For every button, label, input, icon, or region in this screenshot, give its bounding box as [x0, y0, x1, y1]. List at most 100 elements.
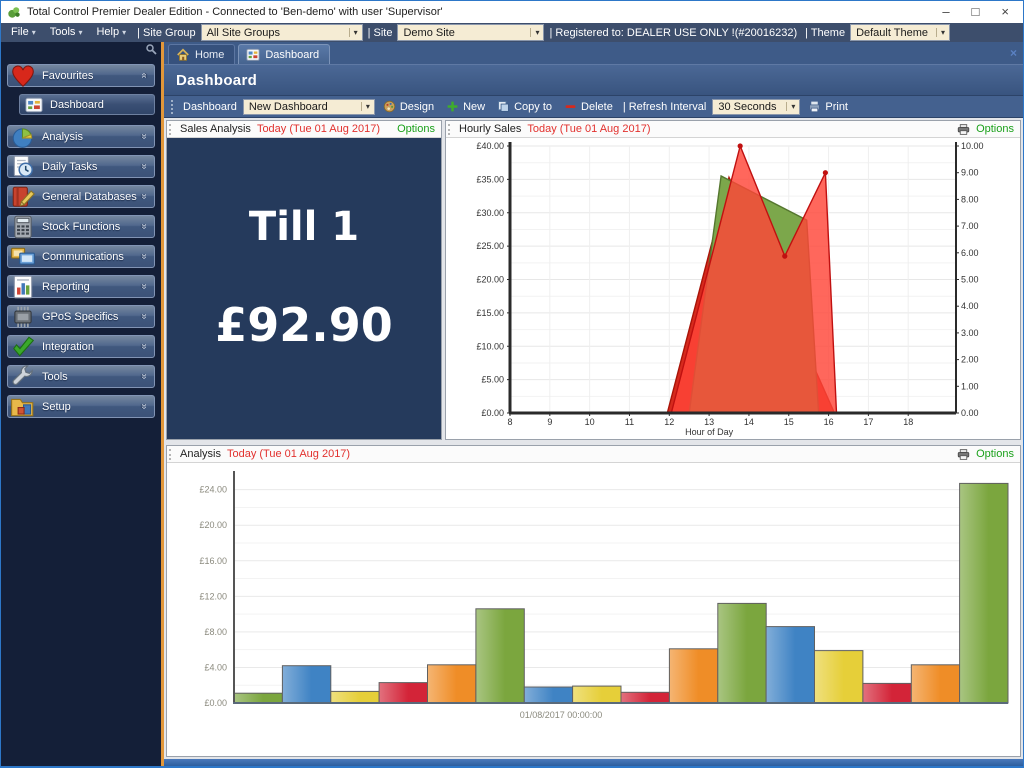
sidebar-item-communications[interactable]: Communications »: [7, 245, 155, 268]
close-tab-icon[interactable]: ×: [1009, 46, 1017, 60]
panel-grip[interactable]: [169, 123, 172, 135]
plus-icon: [447, 101, 458, 112]
site-group-select[interactable]: All Site Groups ▾: [200, 24, 363, 41]
bar-2: [281, 665, 332, 704]
close-button[interactable]: ×: [1001, 4, 1009, 19]
sidebar-header: [1, 42, 161, 60]
book-icon: [10, 184, 36, 210]
svg-text:£8.00: £8.00: [204, 627, 227, 637]
analysis-chart: £0.00 £4.00 £8.00 £12.00 £16.00 £20.00 £24.00 0…: [167, 463, 1020, 756]
chevron-down-icon: ▾: [122, 28, 127, 37]
panel-date: Today (Tue 01 Aug 2017): [226, 448, 351, 460]
svg-text:£25.00: £25.00: [476, 241, 504, 251]
sidebar-item-tools[interactable]: Tools »: [7, 365, 155, 388]
sidebar-item-label: Favourites: [42, 69, 94, 82]
printer-icon[interactable]: [957, 448, 970, 460]
sidebar-item-gpos-specifics[interactable]: GPoS Specifics »: [7, 305, 155, 328]
copy-to-button[interactable]: Copy to: [493, 99, 556, 114]
svg-text:16: 16: [824, 417, 834, 427]
svg-text:8: 8: [507, 417, 512, 427]
report-icon: [10, 274, 36, 300]
svg-text:10: 10: [585, 417, 595, 427]
dashboard-select[interactable]: New Dashboard ▾: [242, 98, 375, 115]
sidebar-splitter[interactable]: [161, 42, 164, 766]
chevron-down-icon: »: [138, 193, 150, 200]
menu-help[interactable]: Help ▾: [96, 26, 127, 38]
sidebar-item-analysis[interactable]: Analysis »: [7, 125, 155, 148]
heart-icon: [10, 63, 36, 89]
site-group-label: | Site Group: [137, 26, 196, 39]
wrench-icon: [12, 365, 33, 386]
design-button[interactable]: Design: [379, 99, 438, 114]
sidebar-item-integration[interactable]: Integration »: [7, 335, 155, 358]
menu-file[interactable]: File ▾: [11, 26, 36, 38]
svg-text:0.00: 0.00: [961, 408, 979, 418]
svg-text:5.00: 5.00: [961, 275, 979, 285]
svg-text:£20.00: £20.00: [199, 520, 227, 530]
sidebar-item-favourites[interactable]: Favourites »: [7, 63, 155, 89]
sidebar-item-label: General Databases: [42, 190, 137, 203]
svg-text:£4.00: £4.00: [204, 662, 227, 672]
options-link[interactable]: Options: [397, 123, 435, 135]
tab-home[interactable]: Home: [168, 44, 236, 64]
theme-select[interactable]: Default Theme ▾: [850, 24, 951, 41]
till-value: £92.90: [215, 298, 393, 352]
sidebar-item-dashboard[interactable]: Dashboard: [19, 94, 155, 115]
sidebar-item-label: Reporting: [42, 280, 90, 293]
svg-text:6.00: 6.00: [961, 248, 979, 258]
refresh-interval-select[interactable]: 30 Seconds ▾: [712, 98, 801, 115]
menu-tools[interactable]: Tools ▾: [49, 26, 83, 38]
minimize-button[interactable]: –: [942, 4, 950, 19]
options-link[interactable]: Options: [976, 448, 1014, 460]
svg-text:14: 14: [744, 417, 754, 427]
panel-grip[interactable]: [169, 448, 172, 460]
wrench-icon: [10, 364, 36, 390]
svg-text:£0.00: £0.00: [204, 698, 227, 708]
svg-text:12: 12: [664, 417, 674, 427]
new-button[interactable]: New: [442, 99, 489, 114]
tab-dashboard[interactable]: Dashboard: [238, 44, 331, 64]
svg-text:£10.00: £10.00: [476, 341, 504, 351]
bar-4: [378, 682, 429, 704]
site-select[interactable]: Demo Site ▾: [397, 24, 545, 41]
chevron-down-icon: »: [138, 223, 150, 230]
sidebar-item-label: Analysis: [42, 130, 83, 143]
print-button[interactable]: Print: [804, 99, 852, 114]
calculator-icon: [14, 215, 32, 239]
delete-button[interactable]: Delete: [560, 99, 617, 114]
pie-chart-icon: [12, 128, 33, 148]
analysis-bars-svg: £0.00 £4.00 £8.00 £12.00 £16.00 £20.00 £24.00 0…: [199, 471, 1009, 720]
document-clock-icon: [13, 155, 33, 177]
sidebar-item-general-databases[interactable]: General Databases»: [7, 185, 155, 208]
svg-text:4.00: 4.00: [961, 301, 979, 311]
svg-text:3.00: 3.00: [961, 328, 979, 338]
pin-icon[interactable]: [145, 42, 157, 60]
bar-11: [717, 602, 767, 704]
dashboard-icon: [246, 48, 260, 62]
hourly-sales-header: Hourly Sales Today (Tue 01 Aug 2017) Opt…: [446, 121, 1020, 138]
printer-icon[interactable]: [957, 123, 970, 135]
folder-icon: [10, 394, 36, 420]
sidebar-item-setup[interactable]: Setup »: [7, 395, 155, 418]
check-icon: [10, 334, 36, 360]
sidebar-item-label: Tools: [42, 370, 68, 383]
analysis-header: Analysis Today (Tue 01 Aug 2017) Options: [167, 446, 1020, 463]
panel-date: Today (Tue 01 Aug 2017): [256, 123, 381, 135]
check-icon: [13, 336, 35, 357]
sidebar-item-reporting[interactable]: Reporting »: [7, 274, 155, 300]
chevron-down-icon: ▾: [360, 102, 374, 111]
maximize-button[interactable]: □: [971, 4, 980, 19]
svg-text:£40.00: £40.00: [476, 141, 504, 151]
chevron-down-icon: »: [138, 253, 150, 260]
tabstrip: Home Dashboard ×: [164, 42, 1023, 64]
sidebar-item-label: Daily Tasks: [42, 160, 98, 173]
toolbar-grip[interactable]: [171, 99, 174, 114]
svg-text:9: 9: [547, 417, 552, 427]
sidebar-item-label: Stock Functions: [42, 220, 121, 233]
sidebar-item-daily-tasks[interactable]: Daily Tasks »: [7, 155, 155, 178]
bar-3: [330, 690, 380, 704]
panel-grip[interactable]: [448, 123, 451, 135]
options-link[interactable]: Options: [976, 123, 1014, 135]
sidebar-item-stock-functions[interactable]: Stock Functions »: [7, 215, 155, 239]
panel-title: Sales Analysis: [180, 123, 251, 135]
